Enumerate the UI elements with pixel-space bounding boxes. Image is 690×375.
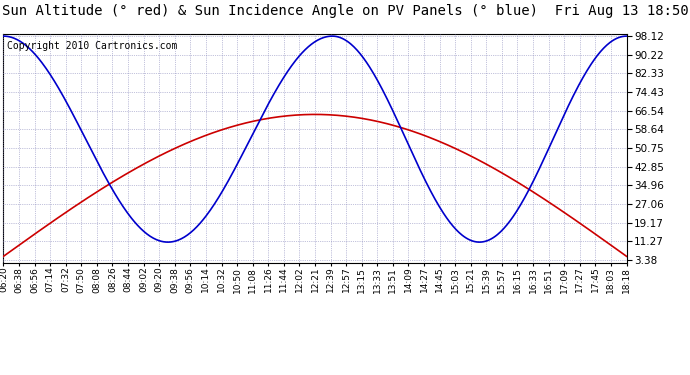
Text: Copyright 2010 Cartronics.com: Copyright 2010 Cartronics.com — [7, 40, 177, 51]
Text: Sun Altitude (° red) & Sun Incidence Angle on PV Panels (° blue)  Fri Aug 13 18:: Sun Altitude (° red) & Sun Incidence Ang… — [1, 4, 689, 18]
